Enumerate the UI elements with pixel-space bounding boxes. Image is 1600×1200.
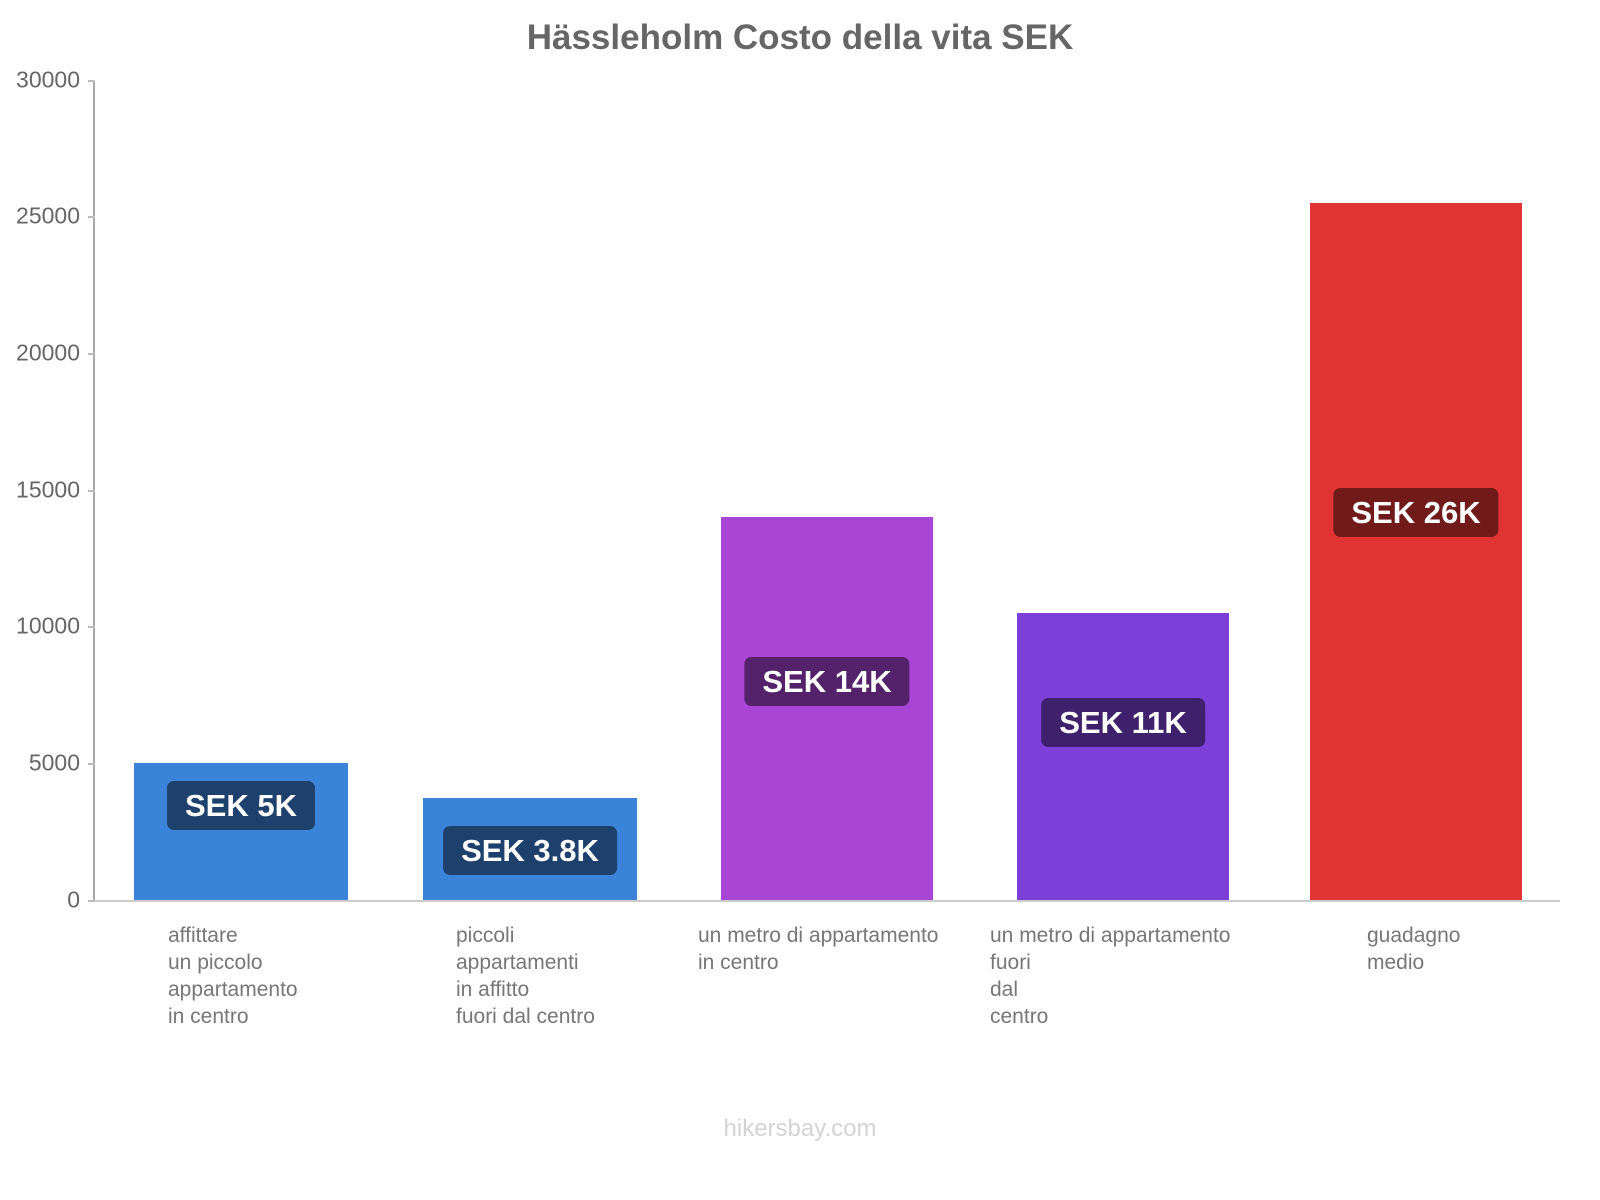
- bar-value-label: SEK 11K: [1041, 698, 1205, 747]
- y-axis-tick-5000: 5000: [28, 749, 80, 776]
- category-line: appartamenti: [456, 951, 579, 974]
- bar-value-label: SEK 5K: [167, 781, 315, 831]
- category-line: piccoli: [456, 924, 515, 947]
- bar-value-label: SEK 14K: [744, 657, 910, 707]
- category-line: un metro di appartamento: [698, 924, 939, 947]
- watermark: hikersbay.com: [723, 1115, 877, 1142]
- bar-un-metro-di-appartamento-in-centro[interactable]: SEK 14K: [721, 517, 933, 900]
- y-axis-tick-0: 0: [67, 886, 80, 913]
- y-axis-tick-mark-30000: [88, 80, 95, 82]
- category-line: in affitto: [456, 978, 530, 1001]
- category-line: affittare: [168, 924, 238, 947]
- y-axis-tick-25000: 25000: [16, 202, 80, 229]
- category-line: in centro: [698, 951, 779, 974]
- y-axis-tick-mark-25000: [88, 216, 95, 218]
- category-line: centro: [990, 1005, 1049, 1028]
- bar-piccoli-appartamenti-in-affitto-fuori-dal-centro[interactable]: SEK 3.8K: [423, 797, 637, 900]
- x-axis-category-label-3: un metro di appartamento fuori dal centr…: [990, 922, 1230, 1030]
- category-line: un piccolo: [168, 951, 263, 974]
- category-line: dal: [990, 978, 1019, 1001]
- y-axis-tick-20000: 20000: [16, 339, 80, 366]
- category-line: medio: [1367, 951, 1425, 974]
- page-title: Hässleholm Costo della vita SEK: [526, 18, 1074, 57]
- bar-guadagno-medio[interactable]: SEK 26K: [1310, 203, 1522, 900]
- bar-value-label: SEK 26K: [1333, 488, 1499, 537]
- y-axis-tick-mark-5000: [88, 763, 95, 765]
- x-axis-category-label-2: un metro di appartamento in centro: [698, 922, 938, 976]
- bar-affittare-un-piccolo-appartamento-in-centro[interactable]: SEK 5K: [134, 763, 348, 900]
- bar-value-label: SEK 3.8K: [443, 825, 617, 875]
- category-line: in centro: [168, 1005, 249, 1028]
- x-axis-category-label-0: affittare un piccolo appartamento in cen…: [168, 922, 298, 1030]
- category-line: guadagno: [1367, 924, 1461, 947]
- y-axis-tick-15000: 15000: [16, 476, 80, 503]
- y-axis-tick-30000: 30000: [16, 66, 80, 93]
- category-line: fuori: [990, 951, 1031, 974]
- category-line: fuori dal centro: [456, 1005, 595, 1028]
- category-line: un metro di appartamento: [990, 924, 1231, 947]
- y-axis-tick-mark-15000: [88, 490, 95, 492]
- x-axis-category-label-4: guadagno medio: [1367, 922, 1460, 976]
- x-axis-category-label-1: piccoli appartamenti in affitto fuori da…: [456, 922, 595, 1030]
- x-axis-line: [93, 900, 1560, 902]
- y-axis-tick-mark-0: [88, 900, 95, 902]
- y-axis-tick-mark-20000: [88, 353, 95, 355]
- bar-un-metro-di-appartamento-fuori-dal-centro[interactable]: SEK 11K: [1017, 613, 1229, 900]
- y-axis-tick-10000: 10000: [16, 612, 80, 639]
- y-axis-tick-mark-10000: [88, 626, 95, 628]
- category-line: appartamento: [168, 978, 298, 1001]
